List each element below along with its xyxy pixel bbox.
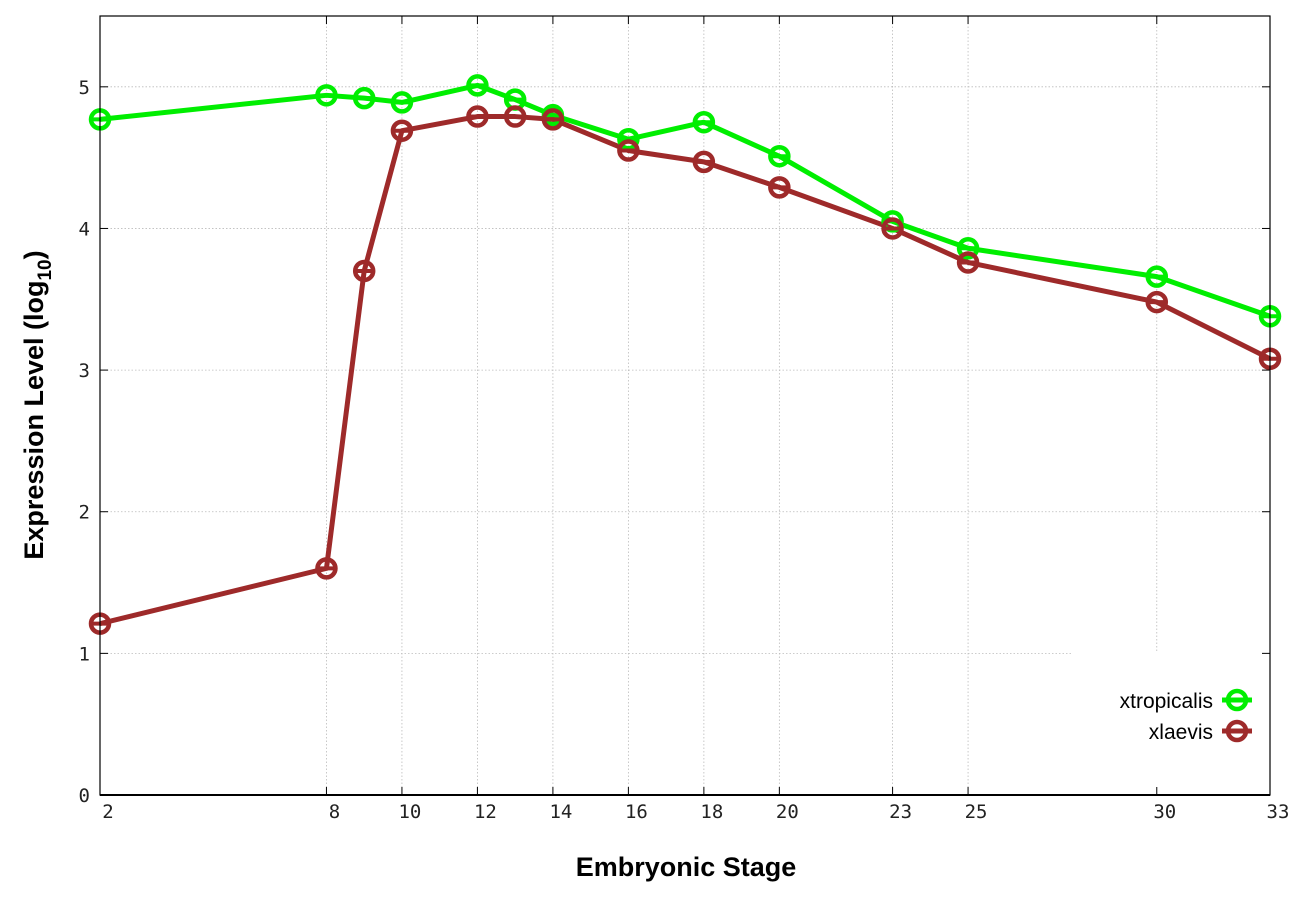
x-tick-label: 30	[1153, 801, 1176, 823]
x-tick-label: 33	[1267, 801, 1290, 823]
x-axis-label: Embryonic Stage	[576, 852, 797, 882]
x-tick-label: 8	[329, 801, 340, 823]
legend-marker-xlaevis	[1225, 719, 1249, 743]
x-tick-label: 2	[102, 801, 113, 823]
y-tick-label: 3	[79, 360, 90, 382]
legend-label-xlaevis: xlaevis	[1149, 721, 1213, 744]
legend-label-xtropicalis: xtropicalis	[1120, 690, 1213, 713]
x-tick-label: 16	[625, 801, 648, 823]
series-line-xtropicalis	[99, 82, 1271, 319]
x-tick-label: 10	[398, 801, 421, 823]
y-tick-label: 2	[79, 502, 90, 524]
x-tick-label: 18	[700, 801, 723, 823]
grid	[100, 16, 1270, 795]
x-tick-label: 25	[965, 801, 988, 823]
y-tick-label: 0	[79, 785, 90, 807]
y-tick-label: 1	[79, 643, 90, 665]
x-tick-label: 12	[474, 801, 497, 823]
y-axis-label: Expression Level (log10)	[19, 250, 56, 559]
y-tick-label: 5	[79, 77, 90, 99]
x-tick-label: 23	[889, 801, 912, 823]
legend: xtropicalis xlaevis	[1120, 688, 1252, 744]
y-tick-label: 4	[79, 218, 90, 240]
series-layer	[88, 74, 1282, 635]
series-line-xlaevis	[99, 114, 1272, 627]
x-tick-label: 20	[776, 801, 799, 823]
x-tick-label: 14	[549, 801, 572, 823]
legend-marker-xtropicalis	[1225, 688, 1249, 712]
